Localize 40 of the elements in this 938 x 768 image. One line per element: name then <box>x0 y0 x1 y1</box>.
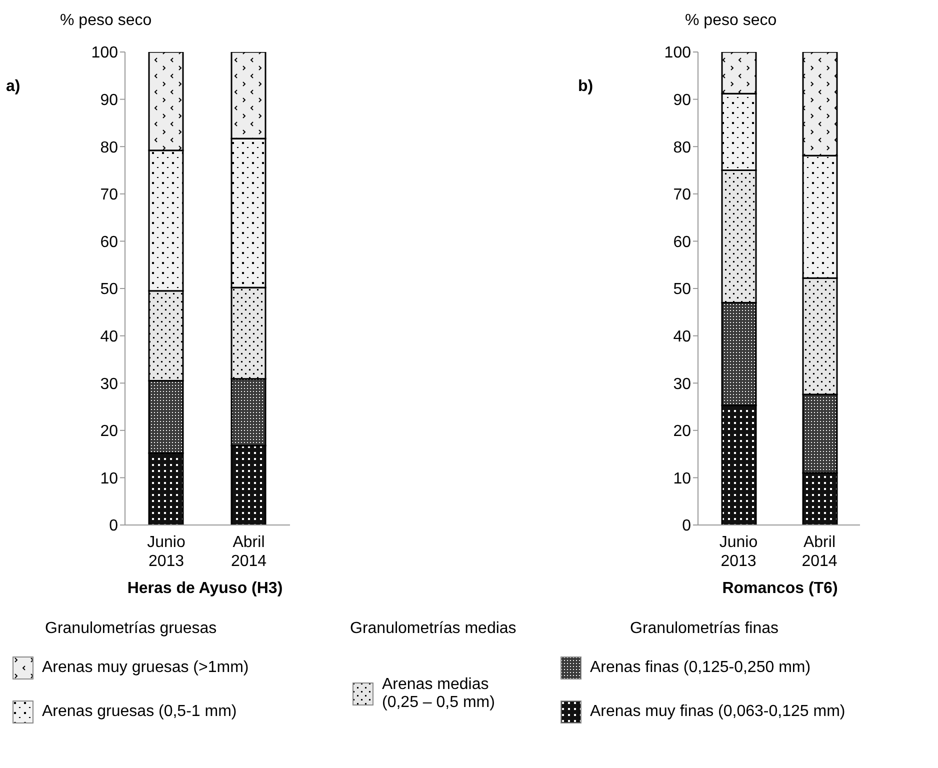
y-tick-label: 20 <box>100 423 118 440</box>
y-tick-label: 30 <box>673 376 692 393</box>
legend-label: Arenas muy finas (0,063-0,125 mm) <box>590 703 846 721</box>
y-tick-label: 10 <box>673 470 692 488</box>
x-axis-title: Romancos (T6) <box>721 580 839 598</box>
text: b) <box>578 78 594 96</box>
y-tick-label: 70 <box>100 186 118 204</box>
legend-label: Arenas medias (0,25 – 0,5 mm) <box>382 676 496 712</box>
y-tick-label: 90 <box>673 92 692 109</box>
x-axis-title: Heras de Ayuso (H3) <box>126 580 284 598</box>
text: Granulometrías gruesas <box>45 620 217 638</box>
y-tick-label: 20 <box>673 423 692 440</box>
y-tick-label: 100 <box>664 44 692 62</box>
y-tick-label: 30 <box>100 376 118 393</box>
y-tick-label: 10 <box>100 470 118 488</box>
legend-label: Arenas gruesas (0,5-1 mm) <box>42 703 237 721</box>
y-tick-label: 80 <box>100 139 118 156</box>
y-tick-label: 50 <box>673 281 692 298</box>
y-tick-label: 40 <box>673 328 692 346</box>
y-tick-label: 100 <box>91 44 118 62</box>
y-tick-label: 90 <box>100 92 118 109</box>
text: Granulometrías medias <box>350 620 516 638</box>
text: a) <box>6 78 20 96</box>
y-axis-title: % peso seco <box>60 12 152 30</box>
y-tick-label: 0 <box>109 518 118 535</box>
y-tick-label: 70 <box>673 186 692 204</box>
y-tick-label: 60 <box>100 234 118 251</box>
legend-label: Arenas finas (0,125-0,250 mm) <box>590 659 811 677</box>
x-tick-label: Abril 2014 <box>230 534 267 570</box>
x-tick-label: Abril 2014 <box>802 534 838 570</box>
x-tick-label: Junio 2013 <box>719 534 758 570</box>
legend-label: Arenas muy gruesas (>1mm) <box>42 659 249 677</box>
text: Granulometrías finas <box>630 620 779 638</box>
y-tick-label: 80 <box>673 139 692 156</box>
y-tick-label: 40 <box>100 328 118 346</box>
y-tick-label: 60 <box>673 234 692 251</box>
y-axis-title: % peso seco <box>685 12 777 30</box>
x-tick-label: Junio 2013 <box>147 534 186 570</box>
y-tick-label: 0 <box>682 518 692 535</box>
y-tick-label: 50 <box>100 281 118 298</box>
